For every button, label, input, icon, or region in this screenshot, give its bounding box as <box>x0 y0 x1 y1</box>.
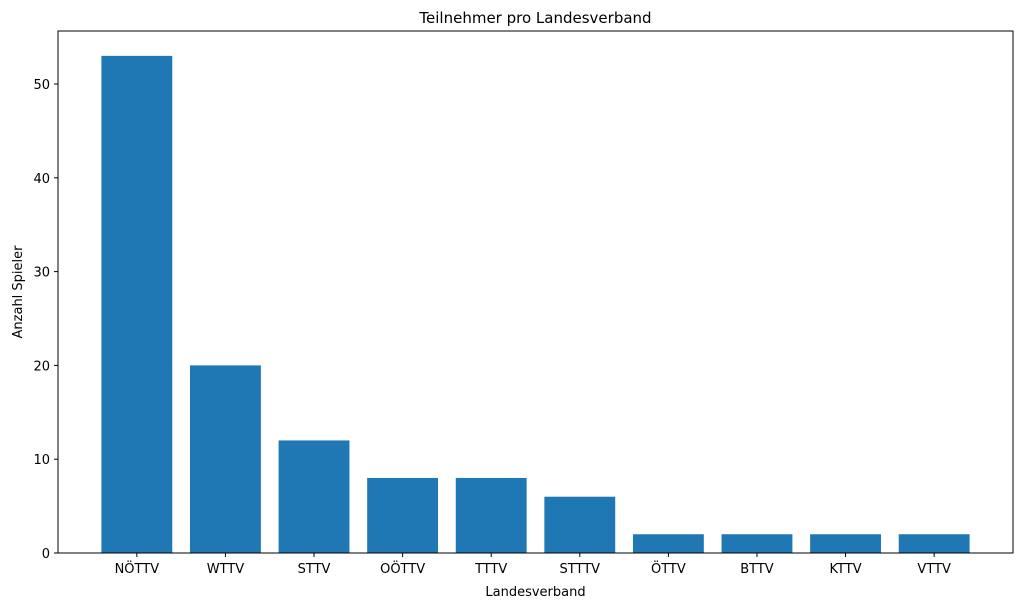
x-tick-label: NÖTTV <box>115 560 160 577</box>
x-tick-label: WTTV <box>207 562 245 577</box>
chart-title: Teilnehmer pro Landesverband <box>418 9 651 27</box>
plot-frame <box>57 30 1014 554</box>
bar-NÖTTV <box>101 55 173 553</box>
x-axis-label: Landesverband <box>485 585 585 600</box>
bar-OÖTTV <box>367 477 439 553</box>
bar-TTTV <box>455 477 527 553</box>
x-tick-label: STTTV <box>560 562 601 577</box>
x-tick-label: STTV <box>298 562 331 577</box>
x-tick-label: KTTV <box>830 562 862 577</box>
x-tick-label: ÖTTV <box>651 560 686 577</box>
y-tick-label: 10 <box>33 453 50 468</box>
bar-WTTV <box>189 365 261 553</box>
y-tick-label: 0 <box>42 547 50 562</box>
y-tick-label: 30 <box>33 266 50 281</box>
x-tick-label: TTTV <box>474 562 507 577</box>
bar-ÖTTV <box>632 534 704 553</box>
x-tick-label: BTTV <box>740 562 774 577</box>
x-tick-label: OÖTTV <box>380 560 425 577</box>
y-tick-label: 50 <box>33 78 50 93</box>
bar-VTTV <box>898 534 970 553</box>
bar-STTTV <box>544 496 616 553</box>
x-tick-label: VTTV <box>917 562 951 577</box>
y-tick-label: 40 <box>33 172 50 187</box>
bar-BTTV <box>721 534 793 553</box>
bar-STTV <box>278 440 350 553</box>
bar-KTTV <box>810 534 882 553</box>
y-tick-label: 20 <box>33 359 50 374</box>
y-axis-label: Anzahl Spieler <box>11 245 26 339</box>
